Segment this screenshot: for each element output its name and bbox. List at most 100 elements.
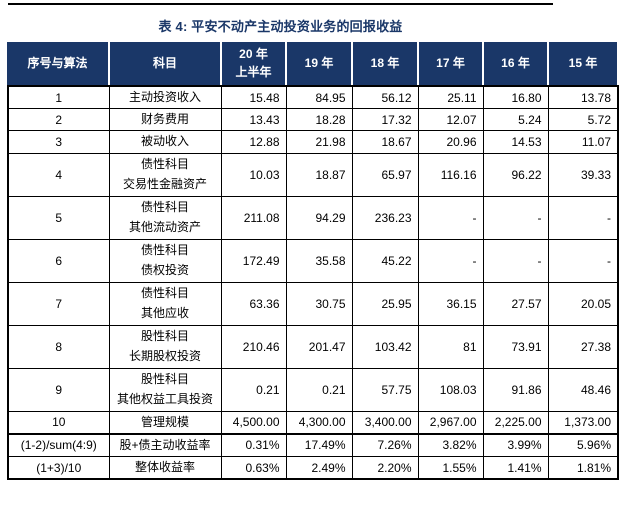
row-id-cell: (1+3)/10 [7,455,110,480]
value-cell-r11-c1: 2.49% [285,455,353,480]
value-cell-r10-c0: 0.31% [220,433,287,457]
row-id-cell: (1-2)/sum(4:9) [7,433,110,457]
value-cell-r4-c5: - [547,195,619,240]
value-cell-r7-c0: 210.46 [220,324,287,369]
value-cell-r6-c4: 27.57 [482,281,549,326]
subject-cell: 股+债主动收益率 [108,433,222,457]
col-header-5: 17 年 [417,42,482,85]
value-cell-r9-c5: 1,373.00 [547,410,619,435]
value-cell-r4-c1: 94.29 [285,195,353,240]
value-cell-r0-c3: 25.11 [417,85,484,110]
table-row: 5 债性科目 其他流动资产 211.08 94.29 236.23- - - [7,195,619,240]
value-cell-r2-c3: 20.96 [417,130,484,154]
table-row: 7 债性科目 其他应收 63.36 30.75 25.95 36.15 27.57 20.05 [7,281,619,326]
col-header-0: 序号与算法 [27,55,88,70]
top-rule-divider [8,3,553,5]
subject-cell: 股性科目 其他权益工具投资 [108,367,222,412]
value-cell-r11-c4: 1.41% [482,455,549,480]
col-header-4: 18 年 [351,42,417,85]
value-cell-r3-c4: 96.22 [482,152,549,197]
subject-cell: 债性科目 其他应收 [108,281,222,326]
col-header-1: 科目 [108,42,220,85]
value-cell-r9-c2: 3,400.00 [351,410,419,435]
value-cell-r9-c1: 4,300.00 [285,410,353,435]
value-cell-r8-c3: 108.03 [417,367,484,412]
value-cell-r7-c1: 201.47 [285,324,353,369]
subject-cell: 债性科目 其他流动资产 [108,195,222,240]
value-cell-r0-c4: 16.80 [482,85,549,110]
value-cell-r11-c2: 2.20% [351,455,419,480]
value-cell-r9-c4: 2,225.00 [482,410,549,435]
table-row: 1 主动投资收入 15.48 84.95 56.12 25.11 16.80 13.78 [7,85,619,110]
value-cell-r6-c2: 25.95 [351,281,419,326]
value-cell-r11-c3: 1.55% [417,455,484,480]
value-cell-r9-c0: 4,500.00 [220,410,287,435]
col-header-6: 16 年 [482,42,547,85]
value-cell-r11-c5: 1.81% [547,455,619,480]
value-cell-r7-c4: 73.91 [482,324,549,369]
value-cell-r4-c0: 211.08 [220,195,287,240]
value-cell-r6-c1: 30.75 [285,281,353,326]
table-row: 3 被动收入 12.88 21.98 18.67 20.96 14.53 11.07 [7,130,619,154]
value-cell-r1-c2: 17.32 [351,108,419,132]
subject-cell: 被动收入 [108,130,222,154]
row-id-cell: 7 [7,281,110,326]
value-cell-r6-c5: 20.05 [547,281,619,326]
subject-cell: 整体收益率 [108,455,222,480]
table-row: 10 管理规模 4,500.00 4,300.00 3,400.00 2,967.00 2,… [7,410,619,435]
row-id-cell: 2 [7,108,110,132]
subject-cell: 财务费用 [108,108,222,132]
value-cell-r2-c5: 11.07 [547,130,619,154]
value-cell-r1-c3: 12.07 [417,108,484,132]
table-row: 9 股性科目 其他权益工具投资 0.21 0.21 57.75 108.03 91.86 48.… [7,367,619,412]
value-cell-r10-c2: 7.26% [351,433,419,457]
value-cell-r3-c2: 65.97 [351,152,419,197]
table-row: 2 财务费用 13.43 18.28 17.32 12.07 5.24 5.72 [7,108,619,132]
row-id-cell: 9 [7,367,110,412]
value-cell-r7-c3: 81 [417,324,484,369]
row-id-cell: 4 [7,152,110,197]
table-row: (1-2)/sum(4:9) 股+债主动收益率 0.31% 17.49% 7.26% 3.… [7,433,619,457]
value-cell-r1-c5: 5.72 [547,108,619,132]
col-header-2: 20 年上半年 [220,42,285,85]
row-id-cell: 10 [7,410,110,435]
value-cell-r11-c0: 0.63% [220,455,287,480]
value-cell-r4-c2: 236.23 [351,195,419,240]
value-cell-r1-c0: 13.43 [220,108,287,132]
table-row: 8 股性科目 长期股权投资 210.46 201.47 103.42 81 73.91 27.3… [7,324,619,369]
value-cell-r8-c5: 48.46 [547,367,619,412]
value-cell-r7-c2: 103.42 [351,324,419,369]
value-cell-r1-c4: 5.24 [482,108,549,132]
value-cell-r0-c0: 15.48 [220,85,287,110]
row-id-cell: 5 [7,195,110,240]
value-cell-r10-c1: 17.49% [285,433,353,457]
value-cell-r2-c2: 18.67 [351,130,419,154]
value-cell-r3-c0: 10.03 [220,152,287,197]
col-header-3: 19 年 [285,42,351,85]
table-row: (1+3)/10 整体收益率 0.63% 2.49% 2.20% 1.55% 1.41% 1.… [7,455,619,480]
table-row: 4 债性科目 交易性金融资产 10.03 18.87 65.97 116.16 96.22 39… [7,152,619,197]
value-cell-r3-c5: 39.33 [547,152,619,197]
value-cell-r5-c3: - [417,238,484,283]
value-cell-r0-c2: 56.12 [351,85,419,110]
table-header-row: 序号与算法 科目 20 年上半年 19 年 18 年 17 年 16 年 15 年 [7,42,617,85]
value-cell-r7-c5: 27.38 [547,324,619,369]
subject-cell: 债性科目 债权投资 [108,238,222,283]
value-cell-r6-c3: 36.15 [417,281,484,326]
value-cell-r0-c5: 13.78 [547,85,619,110]
value-cell-r8-c2: 57.75 [351,367,419,412]
value-cell-r3-c3: 116.16 [417,152,484,197]
value-cell-r8-c4: 91.86 [482,367,549,412]
value-cell-r5-c4: - [482,238,549,283]
row-id-cell: 8 [7,324,110,369]
value-cell-r4-c3: - [417,195,484,240]
value-cell-r9-c3: 2,967.00 [417,410,484,435]
table-title: 表 4: 平安不动产主动投资业务的回报收益 [158,19,403,34]
value-cell-r2-c0: 12.88 [220,130,287,154]
subject-cell: 管理规模 [108,410,222,435]
value-cell-r5-c2: 45.22 [351,238,419,283]
col-header-7: 15 年 [547,42,617,85]
subject-cell: 债性科目 交易性金融资产 [108,152,222,197]
value-cell-r8-c1: 0.21 [285,367,353,412]
